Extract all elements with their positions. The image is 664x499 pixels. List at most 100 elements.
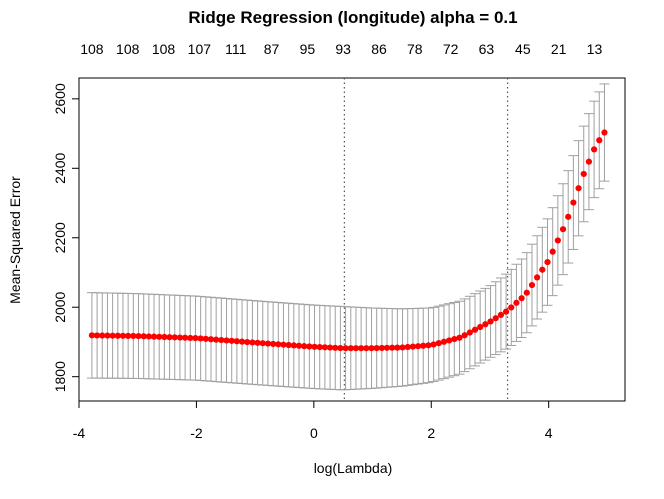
y-tick-label: 1800 — [52, 361, 68, 392]
data-point — [378, 344, 385, 352]
data-point — [233, 338, 240, 345]
data-point — [93, 332, 101, 339]
top-axis-label: 21 — [551, 41, 567, 57]
x-tick-label: 4 — [545, 425, 553, 441]
lambda-reference-lines — [343, 78, 509, 401]
x-tick-label: -4 — [73, 425, 86, 441]
data-point — [228, 337, 235, 344]
data-point — [301, 343, 308, 350]
data-point — [109, 332, 116, 339]
data-point — [596, 137, 603, 144]
data-point — [404, 343, 411, 351]
data-point — [461, 332, 468, 339]
top-axis-label: 78 — [407, 41, 423, 57]
data-point — [290, 342, 297, 349]
top-axis-label: 95 — [300, 41, 316, 57]
top-axis-label: 13 — [587, 41, 603, 57]
data-point — [99, 332, 106, 339]
data-point — [528, 281, 536, 289]
data-point — [182, 334, 189, 341]
data-point — [451, 335, 458, 343]
data-point — [187, 334, 194, 342]
data-point — [570, 199, 577, 206]
data-point — [435, 340, 442, 347]
data-point — [358, 345, 365, 352]
data-point — [383, 344, 391, 351]
data-point — [534, 274, 541, 281]
data-point — [559, 226, 567, 233]
y-axis-label: Mean-Squared Error — [7, 176, 23, 304]
data-point — [150, 333, 158, 340]
data-point — [518, 295, 525, 302]
data-point — [497, 311, 505, 319]
data-point — [482, 321, 489, 328]
error-bars — [86, 83, 610, 391]
data-point — [166, 334, 173, 341]
data-point — [244, 338, 251, 346]
data-point — [549, 248, 556, 255]
data-point — [585, 158, 593, 165]
data-point — [394, 344, 401, 351]
data-point — [311, 343, 318, 350]
data-point — [389, 344, 396, 351]
data-point — [264, 340, 272, 347]
data-point — [502, 308, 510, 315]
data-point — [347, 345, 354, 352]
top-axis-label: 107 — [188, 41, 212, 57]
data-point — [145, 333, 152, 340]
data-point — [295, 342, 303, 349]
data-point — [326, 344, 334, 351]
top-axis-label: 108 — [80, 41, 104, 57]
data-point — [213, 336, 220, 343]
data-point — [275, 341, 282, 348]
data-point — [197, 335, 204, 342]
data-point — [156, 333, 163, 340]
data-point — [590, 146, 598, 153]
data-point — [176, 334, 184, 341]
data-point — [119, 332, 127, 339]
data-point — [161, 333, 168, 341]
data-point — [114, 332, 121, 339]
data-point — [539, 266, 546, 273]
data-points — [88, 129, 608, 352]
data-point — [316, 343, 323, 351]
data-point — [140, 333, 147, 340]
data-point — [285, 341, 292, 349]
x-tick-label: 0 — [310, 425, 318, 441]
data-point — [487, 318, 494, 325]
data-point — [218, 336, 225, 344]
top-axis-label: 63 — [479, 41, 495, 57]
data-point — [471, 326, 479, 333]
data-point — [477, 323, 484, 331]
y-axis: 1800 2000 2200 2400 2600 — [52, 83, 80, 392]
data-point — [373, 345, 380, 352]
data-point — [270, 340, 277, 348]
data-point — [192, 335, 199, 342]
data-point — [601, 129, 608, 136]
top-axis-nonzero-counts: 108 108 108 107 111 87 95 93 86 78 72 63 45 21 13 — [80, 41, 602, 57]
data-point — [223, 337, 230, 344]
data-point — [238, 338, 246, 345]
x-tick-label: -2 — [190, 425, 203, 441]
data-point — [508, 304, 515, 311]
data-point — [130, 332, 137, 340]
data-point — [456, 334, 463, 341]
data-point — [135, 332, 142, 340]
data-point — [363, 345, 370, 352]
data-point — [259, 340, 266, 347]
data-point — [321, 344, 328, 351]
data-point — [342, 345, 349, 352]
data-point — [249, 339, 256, 346]
data-point — [513, 299, 520, 306]
data-point — [254, 339, 261, 346]
data-point — [306, 343, 313, 350]
data-point — [280, 341, 287, 348]
data-point — [492, 315, 499, 322]
top-axis-label: 93 — [335, 41, 351, 57]
data-point — [554, 237, 561, 244]
data-point — [368, 345, 375, 352]
data-point — [332, 344, 339, 351]
data-point — [207, 336, 215, 343]
top-axis-label: 111 — [225, 41, 246, 57]
